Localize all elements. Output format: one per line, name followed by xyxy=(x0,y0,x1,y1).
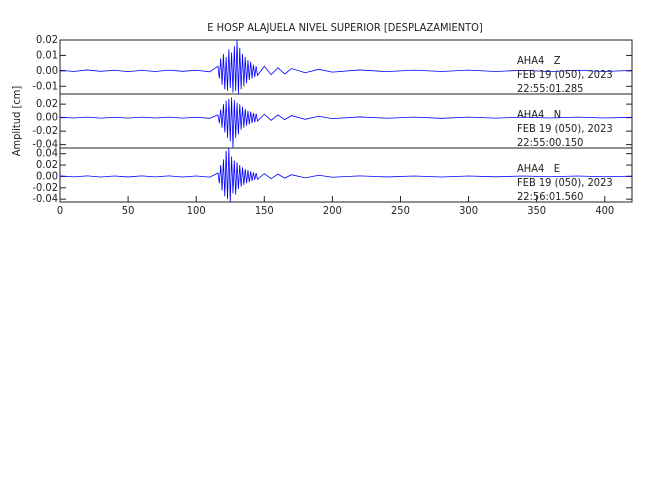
trace-annotation: 22:56:01.560 xyxy=(517,190,583,203)
y-tick-label: -0.02 xyxy=(32,181,58,194)
y-tick-label: 0.01 xyxy=(36,48,58,61)
waveform xyxy=(59,97,633,149)
y-tick-label: -0.01 xyxy=(32,79,58,92)
x-tick-label: 400 xyxy=(595,204,614,217)
trace-annotation: 22:55:00.150 xyxy=(517,136,583,149)
waveform xyxy=(59,39,633,95)
y-tick-label: -0.02 xyxy=(32,124,58,137)
x-tick-label: 100 xyxy=(187,204,206,217)
trace-annotation: FEB 19 (050), 2023 xyxy=(517,68,613,81)
waveform xyxy=(59,147,633,203)
trace-annotation: FEB 19 (050), 2023 xyxy=(517,176,613,189)
x-tick-label: 300 xyxy=(459,204,478,217)
y-tick-label: 0.02 xyxy=(36,33,58,46)
x-tick-label: 200 xyxy=(323,204,342,217)
y-tick-label: -0.04 xyxy=(32,192,58,205)
y-tick-label: 0.00 xyxy=(36,64,58,77)
y-tick-label: 0.04 xyxy=(36,147,58,160)
y-tick-label: 0.00 xyxy=(36,169,58,182)
x-tick-label: 150 xyxy=(255,204,274,217)
x-tick-label: 0 xyxy=(57,204,63,217)
trace-annotation: AHA4 N xyxy=(517,108,561,121)
x-tick-label: 50 xyxy=(122,204,135,217)
y-tick-label: 0.02 xyxy=(36,158,58,171)
trace-annotation: FEB 19 (050), 2023 xyxy=(517,122,613,135)
trace-annotation: AHA4 E xyxy=(517,162,560,175)
y-tick-label: -0.04 xyxy=(32,138,58,151)
y-tick-label: 0.02 xyxy=(36,97,58,110)
trace-annotation: AHA4 Z xyxy=(517,54,561,67)
x-tick-label: 350 xyxy=(527,204,546,217)
y-tick-label: 0.00 xyxy=(36,111,58,124)
trace-annotation: 22:55:01.285 xyxy=(517,82,583,95)
chart-title: E HOSP ALAJUELA NIVEL SUPERIOR [DESPLAZA… xyxy=(207,21,483,34)
x-tick-label: 250 xyxy=(391,204,410,217)
y-axis-label: Amplitud [cm] xyxy=(10,86,23,157)
panel-frame xyxy=(59,147,633,203)
